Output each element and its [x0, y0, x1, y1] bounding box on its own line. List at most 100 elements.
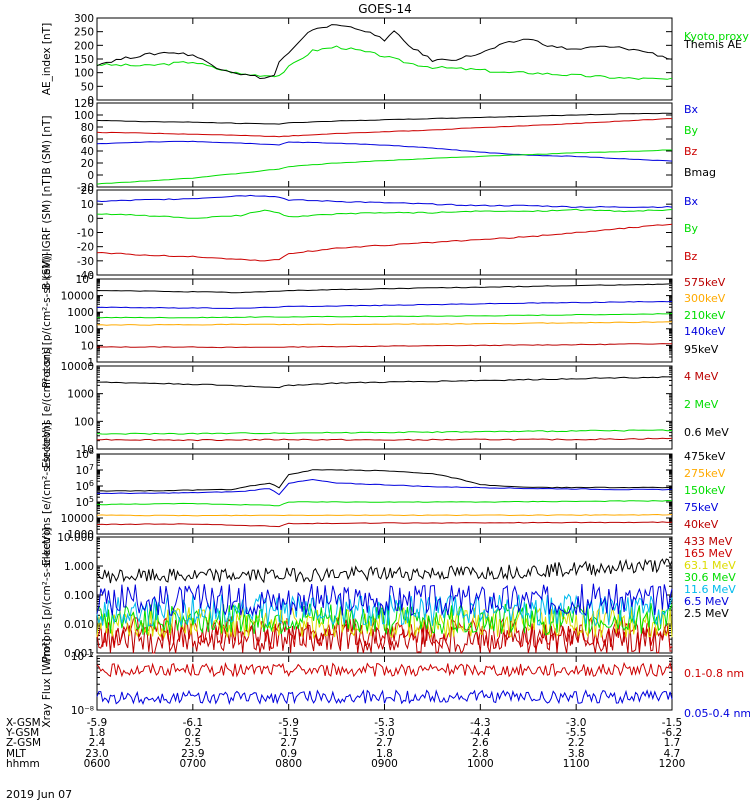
y-axis-label: Electrons [e/(cm²-s-sr-keV)] — [41, 422, 53, 566]
series-line — [96, 521, 673, 528]
y-tick-label: 10000 — [61, 361, 94, 373]
x-tick-label: -5.9 — [87, 717, 108, 729]
legend-entry: Bmag — [684, 166, 716, 179]
x-tick-label: -1.5 — [662, 717, 683, 729]
y-tick-label: 50 — [81, 81, 94, 93]
x-tick-label: 0.2 — [184, 727, 201, 739]
y-tick-label: 150 — [74, 54, 94, 66]
legend-entry: 275keV — [684, 467, 726, 480]
x-tick-label: -3.0 — [374, 727, 395, 739]
series-line — [96, 602, 673, 636]
x-tick-label: -5.5 — [566, 727, 587, 739]
legend-entry: 433 MeV — [684, 535, 733, 548]
y-tick-label: -30 — [77, 256, 94, 268]
x-tick-label: -3.0 — [566, 717, 587, 729]
x-tick-label: 0900 — [371, 758, 398, 770]
panel-4: 1 10 100 1000 10000 105 Protons [p/(cm²-s-sr-k… — [41, 253, 726, 388]
y-tick-label: 1000 — [67, 529, 94, 541]
y-tick-label: -20 — [77, 182, 94, 194]
y-tick-label: 107 — [76, 463, 94, 477]
y-axis-label: B (SM)-IGRF (SM) [nT] — [41, 175, 53, 290]
y-tick-label: 0 — [87, 213, 94, 225]
y-axis-label: B (SM) [nT] — [41, 115, 53, 174]
x-tick-label: 1200 — [659, 758, 686, 770]
x-tick-label: 1.8 — [376, 748, 393, 760]
series-line — [96, 313, 673, 319]
x-tick-label: 2.8 — [472, 748, 489, 760]
y-tick-label: -40 — [77, 270, 94, 282]
series-line — [96, 140, 673, 162]
legend-entry: 0.05-0.4 nm — [684, 707, 750, 720]
y-tick-label: 100 — [74, 110, 94, 122]
x-tick-label: -6.1 — [183, 717, 204, 729]
legend-entry: 140keV — [684, 325, 726, 338]
series-line — [96, 24, 673, 80]
series-line — [96, 661, 673, 678]
series-line — [96, 478, 673, 496]
y-tick-label: 300 — [74, 13, 94, 25]
series-line — [97, 376, 673, 389]
y-axis-label: Xray Flux [W/m²] — [41, 638, 53, 727]
x-tick-label: 0600 — [84, 758, 111, 770]
legend-entry: 0.6 MeV — [684, 426, 729, 439]
legend-entry: Bz — [684, 250, 698, 263]
legend-entry: By — [684, 124, 699, 137]
legend-entry: Kyoto proxy AE — [684, 30, 750, 43]
x-tick-label: 23.9 — [181, 748, 204, 760]
y-tick-label: 105 — [76, 495, 94, 509]
legend-entry: 300keV — [684, 292, 726, 305]
y-tick-label: 10000 — [61, 291, 94, 303]
x-tick-label: 2.6 — [472, 737, 489, 749]
x-tick-label: 2.4 — [89, 737, 106, 749]
y-tick-label: 60 — [81, 134, 94, 146]
y-tick-label: 100 — [74, 324, 94, 336]
y-tick-label: -10 — [77, 228, 94, 240]
x-tick-label: 2.5 — [184, 737, 201, 749]
y-tick-label: 200 — [74, 40, 94, 52]
series-line — [96, 429, 673, 435]
series-line — [96, 469, 673, 492]
x-tick-label: 2.7 — [280, 737, 297, 749]
y-tick-label: 40 — [81, 146, 94, 158]
panel-frame — [96, 453, 673, 535]
series-line — [96, 343, 672, 349]
y-tick-label: 100 — [74, 68, 94, 80]
x-row-label: X-GSM — [6, 717, 41, 729]
series-line — [96, 583, 673, 617]
legend-entry: 575keV — [684, 276, 726, 289]
y-tick-label: 1.000 — [64, 561, 94, 573]
x-tick-label: 4.7 — [664, 748, 681, 760]
panel-6: 1000 10000 105 106 107 108 Electrons [e/(cm²-s… — [41, 422, 726, 566]
panel-5: 10 100 1000 10000 Electrons [e/(cm²-s-sr)] 4 … — [41, 347, 729, 468]
legend-entry: 4 MeV — [684, 370, 719, 383]
x-row-label: hhmm — [6, 758, 40, 770]
series-line — [96, 208, 673, 219]
y-tick-label: 10 — [81, 199, 94, 211]
y-tick-label: 120 — [74, 98, 94, 110]
series-line — [96, 45, 673, 80]
y-tick-label: 106 — [76, 479, 94, 493]
series-line — [96, 558, 673, 584]
series-line — [96, 149, 672, 185]
y-tick-label: 10 — [81, 444, 94, 456]
y-tick-label: 0 — [87, 95, 94, 107]
x-tick-label: 1100 — [563, 758, 590, 770]
panel-3: -40 -30 -20 -10 0 10 20 B (SM)-IGRF (SM) [nT] Bx… — [41, 175, 699, 290]
y-tick-label: 20 — [81, 158, 94, 170]
y-tick-label: 10 — [81, 340, 94, 352]
x-tick-label: 3.8 — [568, 748, 585, 760]
series-line — [96, 283, 673, 294]
y-tick-label: 10⁻⁷ — [71, 651, 94, 663]
date-label: 2019 Jun 07 — [6, 788, 72, 800]
y-tick-label: 105 — [76, 272, 94, 286]
series-line — [96, 499, 673, 507]
series-line — [97, 437, 673, 442]
series-line — [96, 689, 673, 706]
x-tick-label: 1.7 — [664, 737, 681, 749]
y-tick-label: 10⁻⁸ — [71, 705, 94, 717]
y-tick-label: 10.000 — [57, 532, 94, 544]
y-axis-label: Electrons [e/(cm²-s-sr)] — [41, 347, 53, 468]
legend-entry: By — [684, 222, 699, 235]
